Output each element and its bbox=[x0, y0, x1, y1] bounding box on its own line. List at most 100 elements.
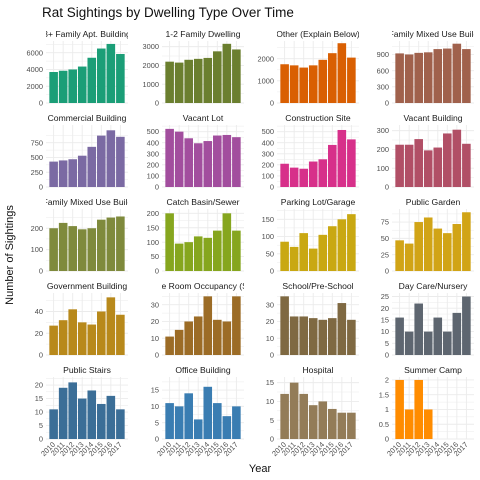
bar bbox=[289, 65, 299, 103]
bar bbox=[58, 387, 68, 439]
bar bbox=[347, 214, 356, 271]
bar bbox=[423, 409, 433, 439]
bar bbox=[193, 236, 203, 271]
bar bbox=[106, 130, 116, 187]
y-tick-label: 0 bbox=[39, 99, 43, 108]
y-tick-label: 0 bbox=[270, 351, 274, 360]
bar bbox=[462, 212, 471, 271]
y-tick-label: 500 bbox=[31, 153, 43, 162]
y-tick-label: 300 bbox=[147, 149, 159, 158]
bar bbox=[68, 226, 77, 271]
bar bbox=[328, 318, 337, 355]
bar bbox=[106, 43, 116, 103]
bar bbox=[280, 296, 289, 355]
bar bbox=[452, 312, 462, 355]
bar bbox=[106, 297, 116, 355]
y-tick-label: 10 bbox=[151, 334, 159, 343]
bar bbox=[289, 167, 299, 187]
facet-strip-label: Vacant Lot bbox=[183, 113, 224, 123]
bar bbox=[184, 393, 193, 439]
bar bbox=[193, 58, 203, 103]
bar bbox=[213, 230, 222, 271]
y-tick-label: 400 bbox=[147, 138, 159, 147]
y-tick-label: 100 bbox=[147, 238, 159, 247]
facet-strip-label: Vacant Building bbox=[403, 113, 462, 123]
bar bbox=[308, 65, 318, 103]
y-tick-label: 2 bbox=[385, 376, 389, 385]
bar bbox=[289, 246, 299, 271]
chart-title: Rat Sightings by Dwelling Type Over Time bbox=[42, 5, 294, 20]
bar bbox=[203, 237, 213, 271]
y-tick-label: 200 bbox=[147, 209, 159, 218]
bar bbox=[68, 309, 77, 355]
y-tick-label: 0 bbox=[155, 267, 159, 276]
bar bbox=[232, 49, 241, 103]
bar bbox=[337, 303, 347, 355]
facet-panel: Day Care/Nursery 0 5 10 15 20 25 bbox=[381, 281, 474, 360]
bar bbox=[106, 217, 116, 271]
bar bbox=[318, 234, 328, 271]
y-tick-label: 0.5 bbox=[379, 420, 389, 429]
y-tick-label: 75 bbox=[381, 218, 389, 227]
y-tick-label: 5 bbox=[385, 339, 389, 348]
facet-strip-label: Day Care/Nursery bbox=[399, 281, 468, 291]
facet-strip-label: 3+ Family Mixed Use Building bbox=[376, 29, 480, 39]
bar bbox=[87, 324, 97, 355]
y-tick-label: 0 bbox=[270, 183, 274, 192]
facet-panel: 3+ Family Mixed Use Building 0 100 200 bbox=[31, 197, 128, 276]
bar bbox=[49, 325, 58, 355]
facet-strip-label: 3+ Family Apt. Building bbox=[43, 29, 131, 39]
bar bbox=[443, 48, 452, 103]
y-tick-label: 900 bbox=[377, 50, 389, 59]
bar bbox=[116, 314, 125, 355]
y-tick-label: 200 bbox=[377, 145, 389, 154]
bar bbox=[49, 228, 58, 271]
bar bbox=[452, 129, 462, 187]
bar bbox=[337, 43, 347, 103]
y-tick-label: 5 bbox=[270, 416, 274, 425]
bar bbox=[77, 322, 87, 355]
bar bbox=[423, 150, 433, 187]
y-tick-label: 0 bbox=[270, 99, 274, 108]
y-tick-label: 0 bbox=[39, 183, 43, 192]
facet-panel: 3+ Family Mixed Use Building 0 300 600 900 bbox=[376, 29, 480, 108]
facet-strip-label: Parking Lot/Garage bbox=[281, 197, 356, 207]
bar bbox=[174, 406, 184, 439]
y-tick-label: 2000 bbox=[258, 54, 274, 63]
y-tick-label: 2000 bbox=[143, 61, 159, 70]
y-tick-label: 150 bbox=[147, 223, 159, 232]
bar bbox=[299, 67, 308, 103]
bar bbox=[193, 316, 203, 355]
y-tick-label: 300 bbox=[377, 82, 389, 91]
bar bbox=[318, 59, 328, 103]
facet-strip-label: Catch Basin/Sewer bbox=[166, 197, 239, 207]
y-tick-label: 20 bbox=[35, 329, 43, 338]
facet-strip-label: Government Building bbox=[47, 281, 127, 291]
bar bbox=[97, 48, 106, 103]
y-tick-label: 6000 bbox=[27, 48, 43, 57]
bar bbox=[404, 54, 414, 103]
bar bbox=[280, 241, 289, 271]
y-tick-label: 15 bbox=[266, 378, 274, 387]
y-tick-label: 0 bbox=[39, 435, 43, 444]
bar bbox=[452, 224, 462, 271]
bar bbox=[318, 319, 328, 355]
bar bbox=[77, 229, 87, 271]
facet-strip-label: Single Room Occupancy (SRO) bbox=[142, 281, 263, 291]
facet-strip-label: Commercial Building bbox=[48, 113, 127, 123]
y-tick-label: 40 bbox=[35, 307, 43, 316]
facet-panel: Hospital05101520102011201220132014201520… bbox=[266, 365, 359, 458]
facet-panel: Vacant Lot 0 100 200 300 400 500 bbox=[147, 113, 244, 192]
bar bbox=[203, 386, 213, 439]
bar bbox=[395, 53, 404, 103]
y-tick-label: 5 bbox=[155, 418, 159, 427]
bar bbox=[116, 53, 125, 103]
bar bbox=[97, 219, 106, 271]
bar bbox=[414, 52, 423, 103]
y-tick-label: 1000 bbox=[143, 80, 159, 89]
bar bbox=[87, 390, 97, 439]
y-axis-label: Number of Sightings bbox=[4, 205, 16, 305]
y-tick-label: 4000 bbox=[27, 65, 43, 74]
bar bbox=[87, 57, 97, 103]
facet-panel: 3+ Family Apt. Building 0 2000 4000 6000 bbox=[27, 29, 131, 108]
